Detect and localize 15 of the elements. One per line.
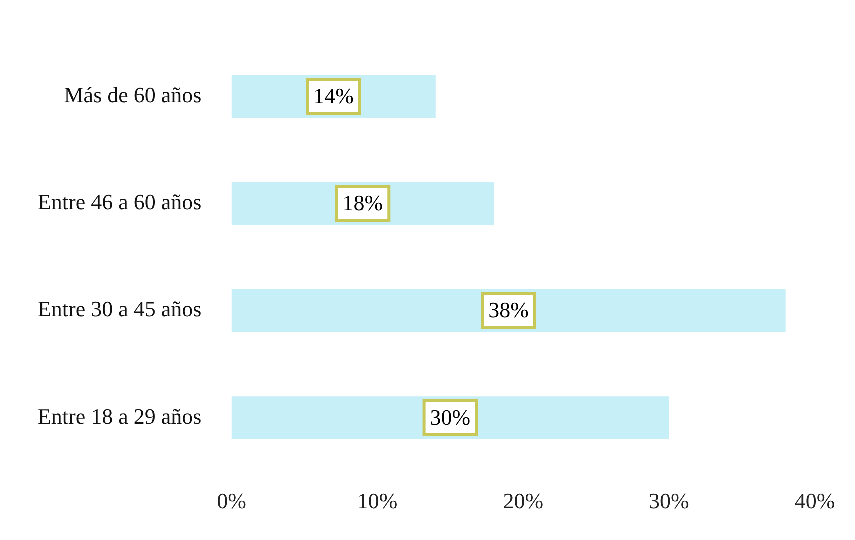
x-tick-label: 0%	[217, 488, 246, 514]
x-tick-label: 30%	[649, 488, 690, 514]
data-label: 14%	[314, 84, 354, 109]
x-tick-label: 40%	[794, 488, 836, 514]
data-label: 30%	[430, 404, 471, 430]
bar	[232, 290, 786, 332]
y-tick-label: Más de 60 años	[64, 82, 202, 108]
bar	[232, 396, 670, 440]
data-label: 38%	[488, 298, 529, 323]
y-tick-label: Entre 46 a 60 años	[38, 190, 202, 215]
data-label: 18%	[342, 190, 384, 216]
y-tick-label: Entre 30 a 45 años	[38, 296, 202, 322]
x-tick-label: 20%	[503, 488, 544, 514]
y-tick-label: Entre 18 a 29 años	[38, 404, 202, 429]
x-tick-label: 10%	[357, 488, 398, 514]
